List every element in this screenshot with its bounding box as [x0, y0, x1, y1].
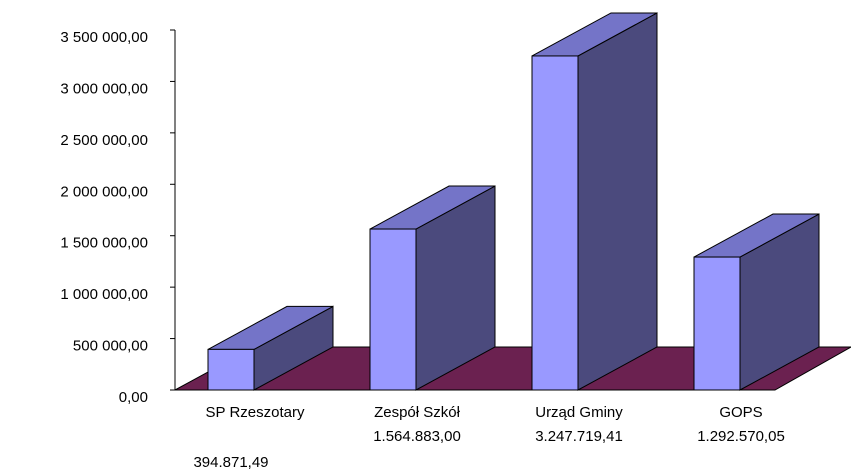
y-tick-label: 3 500 000,00 — [60, 29, 148, 46]
bar-side — [577, 12, 658, 391]
value-label: 1.292.570,05 — [697, 428, 785, 445]
x-tick-label: SP Rzeszotary — [206, 404, 305, 421]
y-tick-label: 2 500 000,00 — [60, 132, 148, 149]
value-label: 1.564.883,00 — [373, 428, 461, 445]
y-tick-label: 500 000,00 — [73, 338, 148, 355]
value-label: 394.871,49 — [193, 454, 268, 470]
y-tick-label: 3 000 000,00 — [60, 80, 148, 97]
y-tick-label: 0,00 — [119, 389, 148, 406]
bar — [693, 256, 741, 391]
x-tick-label: GOPS — [719, 404, 762, 421]
x-tick-label: Urząd Gminy — [535, 404, 623, 421]
bar — [207, 348, 255, 391]
value-label: 3.247.719,41 — [535, 428, 623, 445]
y-tick-label: 1 500 000,00 — [60, 235, 148, 252]
y-tick-label: 1 000 000,00 — [60, 286, 148, 303]
x-tick-label: Zespół Szkół — [374, 404, 461, 421]
y-tick-label: 2 000 000,00 — [60, 183, 148, 200]
bar — [531, 55, 579, 391]
bar — [369, 228, 417, 391]
